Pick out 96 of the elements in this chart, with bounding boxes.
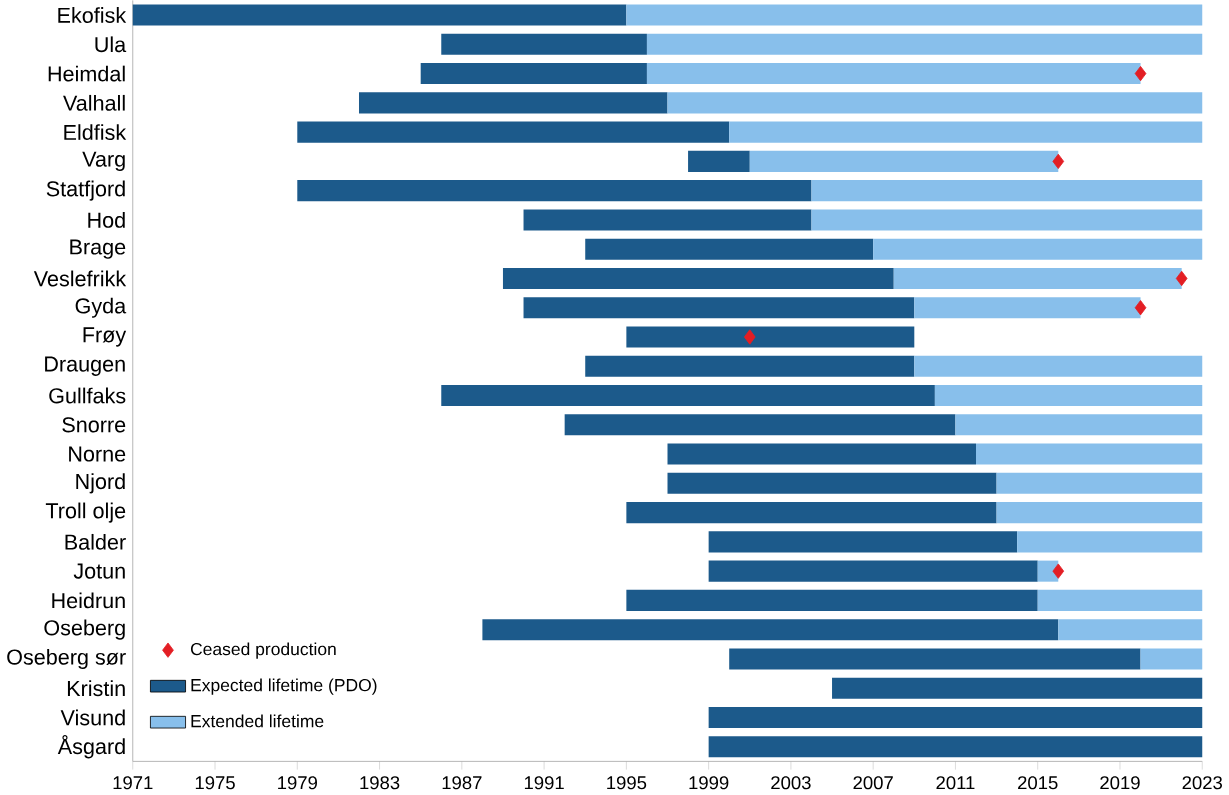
y-tick-label: Veslefrikk <box>33 270 127 287</box>
x-tick-label: 2019 <box>1100 775 1140 790</box>
point <box>1052 153 1065 169</box>
y-tick-label: Oseberg sør <box>7 648 126 669</box>
bar <box>502 267 894 289</box>
y-tick-label: Åsgard <box>57 734 125 759</box>
point <box>1134 65 1147 81</box>
bar <box>893 267 1182 289</box>
bar <box>811 179 1203 201</box>
x-tick-label: 1987 <box>442 775 482 790</box>
y-tick-label: Heidrun <box>52 592 125 609</box>
x-tick-label: 2023 <box>1182 775 1223 790</box>
bar <box>585 355 915 377</box>
bar <box>1037 589 1203 611</box>
bar <box>523 209 812 231</box>
bar <box>708 706 1203 728</box>
bar <box>646 62 1141 84</box>
y-tick-label: Ula <box>95 36 127 53</box>
bar <box>667 472 997 494</box>
bar <box>1017 531 1203 553</box>
y-tick-label: Eldfisk <box>64 123 127 140</box>
bar <box>976 443 1203 465</box>
bar <box>688 150 750 172</box>
y-tick-label: Ekofisk <box>58 6 127 23</box>
bar <box>441 33 647 55</box>
x-tick-label: 1991 <box>524 775 564 790</box>
x-tick-label: 1975 <box>195 775 235 790</box>
x-tick-label: 2003 <box>771 775 811 790</box>
y-tick-label: Varg <box>82 151 125 171</box>
y-tick-label: Gyda <box>75 297 127 318</box>
bar <box>297 179 812 201</box>
bar <box>420 62 647 84</box>
bar <box>646 33 1203 55</box>
y-tick-label: Statfjord <box>46 180 125 201</box>
y-tick-label: Hod <box>88 211 125 228</box>
bar <box>749 150 1059 172</box>
bar <box>996 472 1203 494</box>
y-tick-label: Kristin <box>67 680 125 696</box>
bar <box>626 326 915 348</box>
y-tick-label: Norne <box>69 446 126 462</box>
bar <box>934 384 1203 406</box>
y-tick-label: Snorre <box>62 416 126 433</box>
y-tick-label: Oseberg <box>44 619 125 640</box>
bar <box>441 384 935 406</box>
bar <box>873 238 1203 260</box>
bar <box>914 296 1141 319</box>
bar <box>708 560 1038 582</box>
x-tick-label: 1983 <box>360 775 400 790</box>
y-tick-label: Jotun <box>73 563 125 579</box>
y-tick-label: Frøy <box>83 327 127 347</box>
x-tick-label: 2015 <box>1018 775 1058 790</box>
y-tick-label: Njord <box>76 473 125 494</box>
bar <box>996 501 1203 523</box>
bar <box>132 4 627 26</box>
x-tick-label: 2007 <box>853 775 893 790</box>
y-tick-label: Visund <box>60 709 125 726</box>
y-tick-label: Balder <box>65 533 126 550</box>
bar <box>564 414 956 436</box>
bar <box>626 589 1038 611</box>
y-tick-label: Valhall <box>63 94 125 111</box>
x-tick-label: 2011 <box>936 775 975 790</box>
bar <box>914 355 1203 377</box>
x-tick-label: 1979 <box>278 775 317 790</box>
bar <box>523 296 915 319</box>
y-tick-label: Gullfaks <box>49 387 126 404</box>
y-tick-label: Draugen <box>45 356 125 376</box>
bar <box>585 238 874 260</box>
bar <box>832 677 1203 699</box>
bar <box>667 92 1203 114</box>
point <box>743 329 756 345</box>
bar <box>955 414 1203 436</box>
bar <box>729 648 1141 670</box>
x-tick-label: 1971 <box>113 775 153 790</box>
bar <box>708 735 1203 758</box>
x-tick-label: 1999 <box>689 775 729 790</box>
y-tick-label: Heimdal <box>48 65 125 82</box>
bar <box>708 531 1018 553</box>
bar <box>359 92 668 114</box>
point <box>1052 563 1065 579</box>
bar <box>729 121 1203 143</box>
y-tick-label: Troll olje <box>45 502 126 523</box>
bar <box>811 209 1203 231</box>
bar <box>482 618 1059 640</box>
bar <box>667 443 977 465</box>
legend-label: Expected lifetime (PDO) <box>191 678 377 695</box>
legend-label: Extended lifetime <box>191 714 324 728</box>
legend-label: Ceased production <box>190 642 336 659</box>
bar <box>626 501 997 523</box>
y-tick-label: Brage <box>70 239 126 259</box>
bar <box>626 4 1203 26</box>
bar <box>297 121 730 143</box>
point <box>1134 299 1147 316</box>
x-tick-label: 1995 <box>607 775 647 790</box>
bar <box>1140 648 1203 670</box>
bar <box>1058 618 1203 640</box>
point <box>1175 270 1188 286</box>
